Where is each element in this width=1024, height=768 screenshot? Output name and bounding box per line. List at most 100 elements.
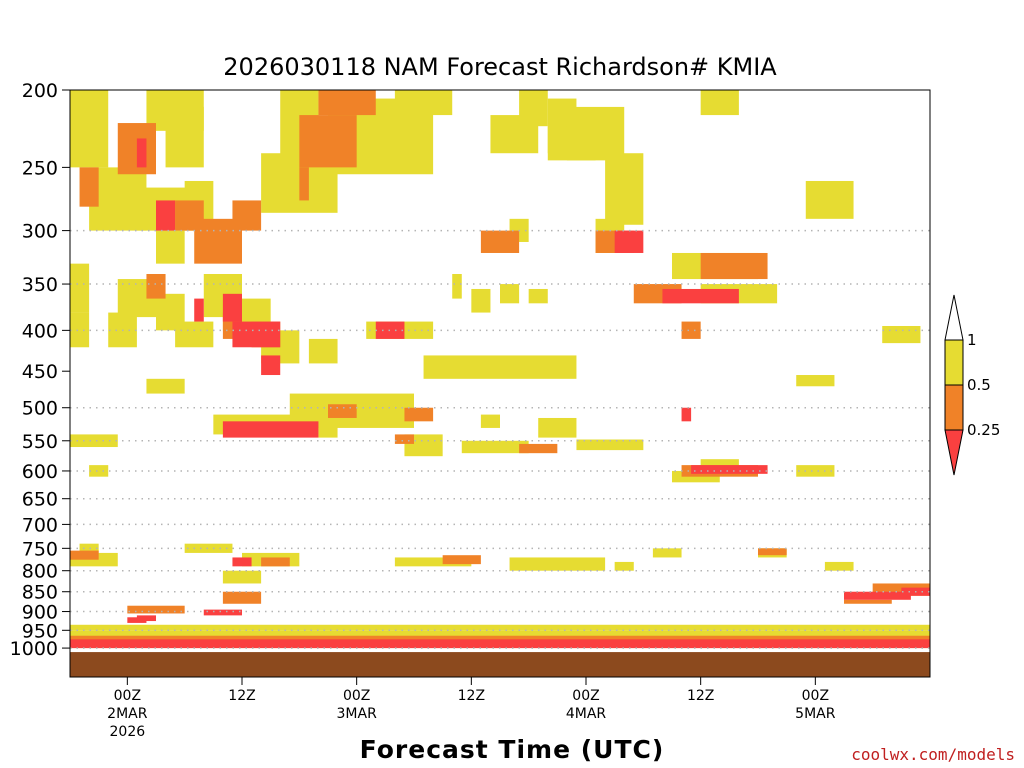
heatmap-cell — [127, 605, 185, 614]
heatmap-cell — [528, 288, 548, 304]
heatmap-cell — [471, 288, 491, 313]
chart-title: 2026030118 NAM Forecast Richardson# KMIA — [223, 53, 777, 81]
heatmap-cell — [452, 273, 462, 299]
heatmap-cell — [356, 407, 395, 418]
y-tick-label: 550 — [22, 431, 58, 453]
x-tick-label: 00Z — [802, 688, 829, 704]
heatmap-cell — [805, 180, 854, 219]
y-tick-label: 250 — [22, 157, 58, 179]
heatmap-cell — [538, 417, 577, 438]
heatmap-cell — [222, 591, 262, 604]
heatmap-cell — [576, 439, 644, 451]
heatmap-cell — [375, 321, 405, 339]
heatmap-cell — [614, 230, 644, 253]
x-tick-label: 12Z — [458, 688, 485, 704]
heatmap-cell — [232, 321, 281, 348]
legend-top-arrow — [944, 294, 964, 341]
x-tick-label: 00Z — [114, 688, 141, 704]
heatmap-cell — [127, 617, 147, 623]
heatmap-cell — [261, 355, 281, 376]
heatmap-cell — [203, 609, 242, 616]
legend: 1 0.5 0.25 — [944, 294, 1000, 476]
heatmap-cell — [308, 338, 338, 364]
heatmap-cell — [89, 465, 109, 477]
heatmap-cell — [423, 355, 577, 379]
heatmap-cell — [442, 555, 481, 565]
credit-text: coolwx.com/models — [851, 745, 1015, 764]
x-tick-label: 5MAR — [795, 706, 836, 722]
heatmap-cell — [691, 465, 768, 474]
heatmap-cell — [318, 90, 376, 116]
legend-label: 0.25 — [967, 421, 1000, 439]
y-axis: 200 250 300 350 400 450 500 550 600 650 7007508008… — [10, 80, 70, 660]
heatmap-cell — [519, 443, 558, 454]
heatmap-cell — [165, 106, 204, 168]
heatmap-cell — [222, 421, 319, 438]
y-tick-label: 650 — [22, 489, 58, 511]
x-tick-label: 4MAR — [566, 706, 607, 722]
x-tick-label: 3MAR — [337, 706, 378, 722]
heatmap-cell — [175, 321, 214, 348]
legend-bottom-arrow — [944, 429, 964, 476]
heatmap-cell — [480, 414, 500, 428]
heatmap-cell — [156, 230, 185, 264]
heatmap-cell — [156, 200, 176, 231]
heatmap-cell — [70, 630, 930, 636]
heatmap-cell — [404, 407, 434, 422]
y-tick-label: 850 — [22, 582, 58, 604]
x-tick-label: 12Z — [228, 688, 255, 704]
heatmap-cell — [461, 440, 529, 454]
heatmap-cell — [605, 153, 644, 225]
heatmap-cell — [79, 167, 99, 207]
x-axis: 00Z 2MAR 2026 12Z 00Z 3MAR 12Z 00Z 4MAR 12Z 00Z 5MA… — [107, 677, 836, 740]
plot-frame — [69, 89, 931, 678]
legend-label: 1 — [967, 331, 977, 349]
y-tick-label: 800 — [22, 561, 58, 583]
heatmap-cell — [500, 284, 520, 304]
legend-label: 0.5 — [967, 376, 991, 394]
heatmap-cell — [136, 138, 147, 168]
y-tick-label: 700 — [22, 514, 58, 536]
heatmap-cell — [70, 312, 90, 348]
heatmap-cell — [232, 200, 262, 231]
heatmap-cell — [700, 252, 768, 280]
y-tick-label: 350 — [22, 274, 58, 296]
heatmap-cell — [480, 230, 520, 253]
heatmap-cell — [681, 407, 692, 422]
heatmap-cell — [844, 599, 892, 604]
heatmap-cell — [299, 167, 309, 201]
y-tick-label: 950 — [22, 620, 58, 642]
heatmap-cell — [70, 263, 90, 313]
heatmap-cell — [700, 459, 739, 471]
heatmap-cell — [70, 639, 930, 649]
legend-swatch — [944, 384, 964, 431]
heatmap-cell — [394, 557, 472, 567]
y-tick-label: 500 — [22, 398, 58, 420]
heatmap-cell — [844, 591, 911, 600]
heatmap-cell — [184, 543, 233, 553]
x-tick-label: 00Z — [572, 688, 599, 704]
heatmap-cell — [79, 543, 99, 553]
heatmap-cell — [222, 293, 242, 322]
y-tick-label: 750 — [22, 538, 58, 560]
heatmap-cell — [261, 557, 290, 567]
x-tick-label: 2026 — [110, 724, 146, 740]
heatmap-cell — [700, 90, 739, 116]
heatmap-cell — [70, 90, 109, 168]
heatmap-cell — [70, 434, 118, 448]
gridlines — [70, 229, 930, 649]
heatmap-cell — [652, 548, 682, 558]
x-tick-label: 2MAR — [107, 706, 148, 722]
heatmap-cell — [232, 557, 252, 567]
y-tick-label: 900 — [22, 602, 58, 624]
heatmap-cell — [796, 465, 835, 477]
heatmap-cell — [146, 273, 166, 299]
heatmap-cell — [222, 570, 262, 584]
heatmap-cell — [146, 378, 185, 394]
heatmap-cell — [824, 561, 854, 571]
heatmap-cell — [796, 375, 835, 387]
heatmap-cell — [882, 325, 921, 344]
heatmap-cell — [318, 421, 338, 438]
x-tick-label: 12Z — [687, 688, 714, 704]
